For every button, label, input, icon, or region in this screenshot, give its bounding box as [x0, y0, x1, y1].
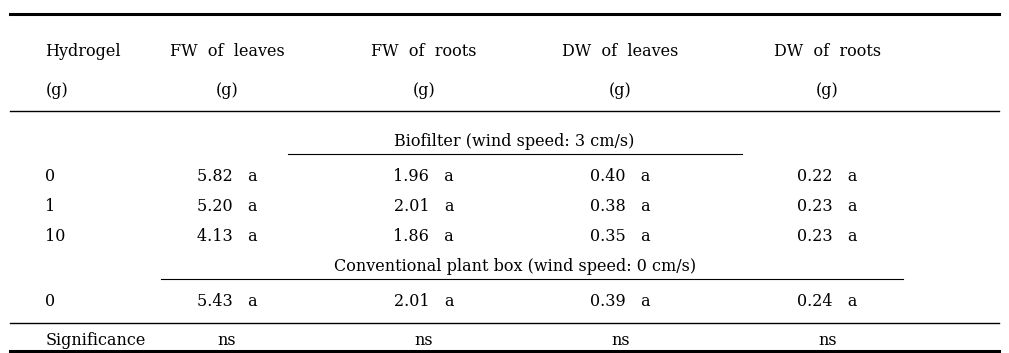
Text: 2.01   a: 2.01 a [394, 198, 454, 215]
Text: ns: ns [611, 332, 630, 349]
Text: 2.01   a: 2.01 a [394, 293, 454, 310]
Text: 0.38   a: 0.38 a [590, 198, 651, 215]
Text: (g): (g) [816, 82, 838, 98]
Text: Biofilter (wind speed: 3 cm/s): Biofilter (wind speed: 3 cm/s) [395, 133, 635, 150]
Text: 10: 10 [45, 228, 66, 245]
Text: 0.24   a: 0.24 a [797, 293, 858, 310]
Text: Significance: Significance [45, 332, 145, 349]
Text: 1.96   a: 1.96 a [394, 168, 454, 185]
Text: (g): (g) [413, 82, 435, 98]
Text: Hydrogel: Hydrogel [45, 43, 121, 60]
Text: (g): (g) [216, 82, 238, 98]
Text: 4.13   a: 4.13 a [197, 228, 257, 245]
Text: 0.22   a: 0.22 a [797, 168, 858, 185]
Text: DW  of  roots: DW of roots [774, 43, 881, 60]
Text: DW  of  leaves: DW of leaves [562, 43, 679, 60]
Text: ns: ns [415, 332, 433, 349]
Text: 0: 0 [45, 168, 55, 185]
Text: 0.40   a: 0.40 a [590, 168, 651, 185]
Text: (g): (g) [609, 82, 632, 98]
Text: Conventional plant box (wind speed: 0 cm/s): Conventional plant box (wind speed: 0 cm… [334, 258, 695, 275]
Text: 0.23   a: 0.23 a [797, 198, 858, 215]
Text: 0.35   a: 0.35 a [590, 228, 651, 245]
Text: 0.39   a: 0.39 a [590, 293, 651, 310]
Text: 0: 0 [45, 293, 55, 310]
Text: ns: ns [818, 332, 836, 349]
Text: 1.86   a: 1.86 a [394, 228, 454, 245]
Text: 5.43   a: 5.43 a [197, 293, 257, 310]
Text: 1: 1 [45, 198, 55, 215]
Text: 5.82   a: 5.82 a [197, 168, 257, 185]
Text: 0.23   a: 0.23 a [797, 228, 858, 245]
Text: FW  of  roots: FW of roots [371, 43, 476, 60]
Text: 5.20   a: 5.20 a [197, 198, 257, 215]
Text: FW  of  leaves: FW of leaves [170, 43, 285, 60]
Text: (g): (g) [45, 82, 69, 98]
Text: ns: ns [218, 332, 236, 349]
